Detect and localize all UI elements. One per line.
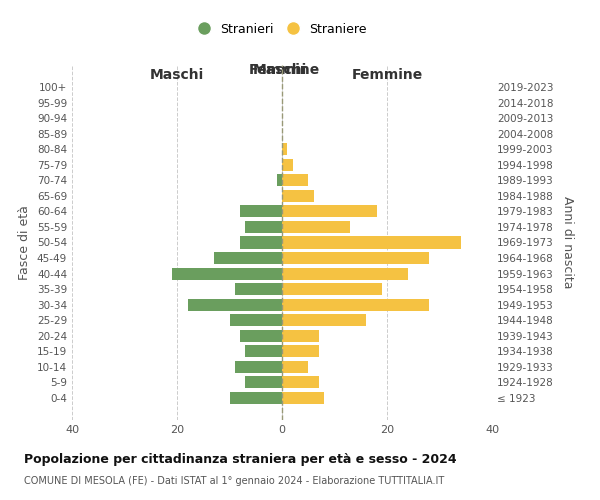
Bar bbox=[245, 221, 282, 233]
Bar bbox=[240, 236, 282, 248]
Bar bbox=[282, 236, 461, 248]
Bar bbox=[235, 360, 282, 373]
Bar bbox=[282, 360, 308, 373]
Y-axis label: Anni di nascita: Anni di nascita bbox=[560, 196, 574, 289]
Text: Maschi: Maschi bbox=[150, 68, 204, 82]
Y-axis label: Fasce di età: Fasce di età bbox=[19, 205, 31, 280]
Bar bbox=[282, 252, 429, 264]
Bar bbox=[282, 159, 293, 171]
Text: Popolazione per cittadinanza straniera per età e sesso - 2024: Popolazione per cittadinanza straniera p… bbox=[24, 452, 457, 466]
Bar bbox=[277, 174, 282, 186]
Bar bbox=[214, 252, 282, 264]
Bar bbox=[229, 392, 282, 404]
Bar bbox=[187, 298, 282, 310]
Bar bbox=[282, 314, 366, 326]
Bar bbox=[282, 298, 429, 310]
Bar bbox=[282, 345, 319, 358]
Bar bbox=[282, 330, 319, 342]
Bar bbox=[282, 144, 287, 156]
Text: Maschi: Maschi bbox=[252, 63, 307, 77]
Bar bbox=[229, 314, 282, 326]
Bar bbox=[282, 392, 324, 404]
Bar bbox=[245, 376, 282, 388]
Bar bbox=[282, 376, 319, 388]
Text: COMUNE DI MESOLA (FE) - Dati ISTAT al 1° gennaio 2024 - Elaborazione TUTTITALIA.: COMUNE DI MESOLA (FE) - Dati ISTAT al 1°… bbox=[24, 476, 444, 486]
Bar bbox=[172, 268, 282, 280]
Bar bbox=[282, 206, 377, 218]
Bar bbox=[282, 221, 350, 233]
Bar bbox=[235, 283, 282, 295]
Bar bbox=[282, 174, 308, 186]
Text: Femmine: Femmine bbox=[352, 68, 422, 82]
Bar bbox=[245, 345, 282, 358]
Legend: Stranieri, Straniere: Stranieri, Straniere bbox=[193, 18, 371, 41]
Bar bbox=[240, 206, 282, 218]
Bar bbox=[240, 330, 282, 342]
Bar bbox=[282, 190, 314, 202]
Bar bbox=[282, 283, 382, 295]
Bar bbox=[282, 268, 408, 280]
Text: Femmine: Femmine bbox=[249, 63, 320, 77]
